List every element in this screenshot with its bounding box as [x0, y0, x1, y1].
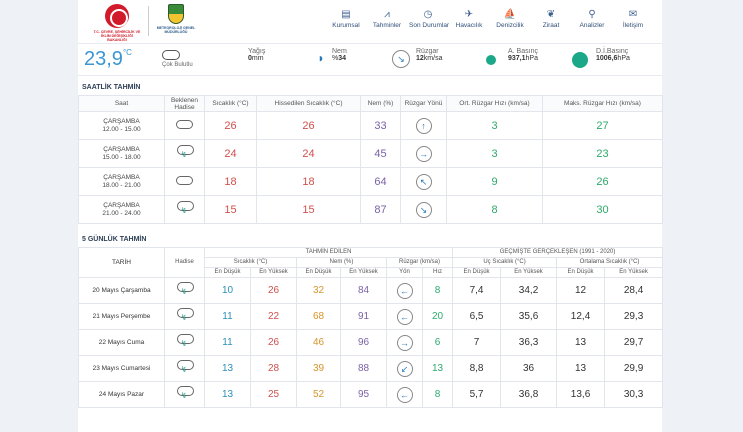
site-header: T.C. ÇEVRE, ŞEHİRCİLİK VE İKLİM DEĞİŞİKL… [78, 0, 662, 44]
col-ruzgar-yonu: Rüzgar Yönü [400, 95, 447, 112]
logo-divider [148, 6, 149, 36]
wind-arrow-icon: ← [396, 282, 413, 299]
plane-icon: ✈ [464, 9, 474, 20]
wind-arrow-icon: ← [396, 386, 413, 403]
ministry-seal-icon [105, 4, 129, 28]
cloud-icon [176, 175, 193, 185]
current-pressure: A. Basınç 937,1hPa [508, 48, 538, 62]
thunder-rain-icon [176, 282, 194, 296]
thunder-rain-icon [176, 334, 194, 348]
wind-arrow-icon: ↘ [415, 201, 432, 218]
table-row: 22 Mayıs Cuma 11 26 46 96 → 6 7 36,3 13 … [78, 329, 664, 356]
daily-section: 5 GÜNLÜK TAHMİN TARİH Hadise TAHMİN EDİL… [78, 236, 664, 408]
table-row: 23 Mayıs Cumartesi 13 28 39 88 ↙ 13 8,8 … [78, 355, 664, 382]
col-sicaklik: Sıcaklık (°C) [204, 95, 257, 112]
col-tarih: TARİH [78, 247, 165, 278]
clock-icon: ◷ [423, 9, 433, 20]
sea-pressure-dot-icon [572, 52, 588, 68]
current-wind: Rüzgar 12km/sa [416, 48, 443, 62]
search-icon: ⚲ [588, 9, 596, 20]
thunder-rain-icon [176, 386, 194, 400]
nav-son-durumlar[interactable]: ◷ Son Durumlar [409, 9, 450, 29]
nav-kurumsal[interactable]: ▤ Kurumsal [327, 8, 365, 29]
thunder-rain-icon [176, 360, 194, 374]
nav-iletisim[interactable]: ✉ İletişim [614, 8, 652, 29]
col-hadise: Hadise [164, 247, 205, 278]
envelope-icon: ✉ [628, 9, 638, 20]
nav-tahminler[interactable]: ⩘ Tahminler [368, 8, 406, 29]
daily-title: 5 GÜNLÜK TAHMİN [82, 236, 147, 243]
thunder-rain-icon [176, 145, 194, 159]
group-forecast: TAHMİN EDİLEN [203, 247, 454, 258]
page-container: T.C. ÇEVRE, ŞEHİRCİLİK VE İKLİM DEĞİŞİKL… [78, 0, 664, 432]
nav-ziraat[interactable]: ❦ Ziraat [532, 8, 570, 29]
table-row: ÇARŞAMBA 12.00 - 15.00 26 26 33 ↑ 3 27 [78, 111, 663, 140]
chart-icon: ⩘ [384, 9, 390, 20]
wind-arrow-icon: ← [396, 308, 413, 325]
nav-havacilik[interactable]: ✈ Havacılık [450, 8, 488, 29]
ministry-logo-caption: T.C. ÇEVRE, ŞEHİRCİLİK VE İKLİM DEĞİŞİKL… [93, 30, 141, 42]
nav-denizcilik[interactable]: ⛵ Denizcilik [491, 8, 529, 29]
current-conditions: 23,9°C Çok Bulutlu Yağış 0mm ◗ Nem %34 ↘… [78, 44, 662, 76]
building-icon: ▤ [341, 9, 351, 20]
daily-table: TARİH Hadise TAHMİN EDİLEN GEÇMİŞTE GERÇ… [78, 247, 664, 408]
nav-analizler[interactable]: ⚲ Analizler [573, 8, 611, 29]
humidity-icon: ◗ [317, 51, 325, 65]
ministry-logo[interactable]: T.C. ÇEVRE, ŞEHİRCİLİK VE İKLİM DEĞİŞİKL… [92, 4, 142, 42]
current-temperature: 23,9°C [84, 48, 132, 70]
mgm-logo-caption: METEOROLOJİ GENEL MÜDÜRLÜĞÜ [156, 26, 196, 34]
wind-direction-icon: ↘ [392, 50, 410, 68]
leaf-icon: ❦ [546, 9, 556, 20]
wind-arrow-icon: ↖ [415, 173, 432, 190]
col-nem: Nem (%) [360, 95, 401, 112]
thunder-rain-icon [176, 201, 194, 215]
col-saat: Saat [78, 95, 165, 112]
table-row: ÇARŞAMBA 18.00 - 21.00 18 18 64 ↖ 9 26 [78, 167, 663, 196]
col-maks-ruzgar: Maks. Rüzgar Hızı (km/sa) [542, 95, 663, 112]
wind-arrow-icon: ↑ [415, 117, 432, 134]
mgm-shield-icon [168, 4, 184, 24]
wind-arrow-icon: → [396, 334, 413, 351]
pressure-dot-icon [486, 55, 496, 65]
group-past: GEÇMİŞTE GERÇEKLEŞEN (1991 - 2020) [452, 247, 664, 258]
table-row: 20 Mayıs Çarşamba 10 26 32 84 ← 8 7,4 34… [78, 277, 664, 304]
current-humidity: Nem %34 [332, 48, 347, 62]
thunder-rain-icon [176, 308, 194, 322]
cloud-icon [162, 50, 180, 60]
col-hissedilen: Hissedilen Sıcaklık (°C) [256, 95, 361, 112]
hourly-title: SAATLİK TAHMİN [82, 84, 141, 91]
table-row: 21 Mayıs Perşembe 11 22 68 91 ← 20 6,5 3… [78, 303, 664, 330]
sailboat-icon: ⛵ [503, 9, 517, 20]
hourly-table: Saat Beklenen Hadise Sıcaklık (°C) Hisse… [78, 95, 663, 224]
mgm-logo[interactable]: METEOROLOJİ GENEL MÜDÜRLÜĞÜ [154, 4, 198, 34]
wind-arrow-icon: → [415, 145, 432, 162]
current-sea-pressure: D.İ.Basınç 1006,6hPa [596, 48, 630, 62]
hourly-section: SAATLİK TAHMİN Saat Beklenen Hadise Sıca… [78, 84, 663, 224]
hourly-header-row: Saat Beklenen Hadise Sıcaklık (°C) Hisse… [78, 95, 663, 112]
wind-arrow-icon: ↙ [396, 360, 413, 377]
main-nav: ▤ Kurumsal ⩘ Tahminler ◷ Son Durumlar ✈ Hava… [324, 8, 652, 29]
table-row: 24 Mayıs Pazar 13 25 52 95 ← 8 5,7 36,8 … [78, 381, 664, 408]
current-condition: Çok Bulutlu [162, 50, 193, 68]
col-hadise: Beklenen Hadise [164, 95, 205, 112]
cloud-icon [176, 119, 193, 129]
col-ort-ruzgar: Ort. Rüzgar Hızı (km/sa) [446, 95, 543, 112]
current-rain: Yağış 0mm [248, 48, 266, 62]
